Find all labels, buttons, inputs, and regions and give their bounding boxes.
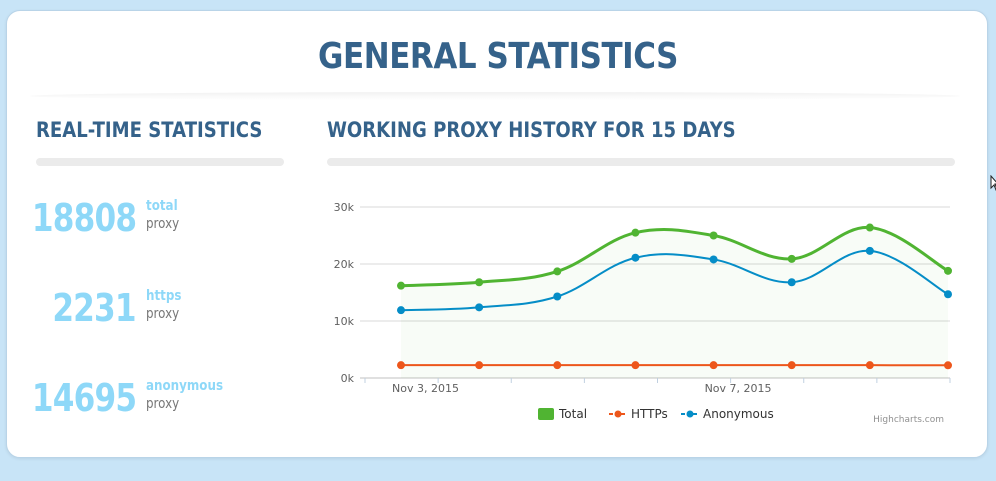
anonymous-line (400, 249, 949, 312)
https-point-4 (709, 361, 718, 370)
statistics-card (6, 10, 988, 458)
y-tick-label: 20k (334, 258, 355, 271)
https-point-1 (475, 361, 484, 370)
stat-https-unit: proxy (146, 306, 180, 322)
mouse-cursor-icon (990, 175, 996, 191)
total-point-2 (553, 267, 562, 276)
anonymous-point-0 (397, 306, 405, 315)
chart-x-axis: Nov 3, 2015 Nov 7, 2015 (364, 378, 951, 395)
stat-total-value: 18808 (31, 196, 137, 240)
stat-anonymous-kind: anonymous (146, 378, 224, 394)
https-point-2 (553, 361, 562, 370)
stat-anonymous-value: 14695 (31, 376, 137, 420)
history-title: WORKING PROXY HISTORY FOR 15 DAYS (327, 118, 736, 142)
total-legend-symbol (538, 408, 554, 420)
page-title: GENERAL STATISTICS (318, 36, 678, 77)
y-tick-label: 0k (341, 372, 355, 385)
https-legend-marker (614, 410, 622, 418)
total-point-4 (709, 231, 718, 240)
stat-https: 2231 https proxy (36, 286, 286, 336)
stat-anonymous: 14695 anonymous proxy (32, 376, 286, 426)
total-point-3 (631, 228, 640, 237)
total-point-0 (397, 281, 405, 290)
anonymous-point-5 (787, 278, 796, 287)
x-tick-label: Nov 3, 2015 (392, 382, 459, 395)
stat-total-unit: proxy (146, 216, 180, 232)
https-point-5 (787, 361, 796, 370)
total-point-7 (944, 266, 952, 275)
x-tick-label: Nov 7, 2015 (705, 382, 772, 395)
https-point-0 (397, 361, 405, 370)
realtime-title: REAL-TIME STATISTICS (36, 118, 263, 142)
chart-series (397, 223, 952, 378)
anonymous-point-7 (944, 290, 952, 299)
chart-gridlines (360, 206, 950, 379)
https-point-7 (944, 361, 952, 370)
stat-total-kind: total (146, 198, 178, 214)
https-point-3 (631, 361, 640, 370)
anonymous-point-1 (475, 303, 484, 312)
https-point-6 (865, 361, 874, 370)
chart-credits[interactable]: Highcharts.com (873, 415, 944, 425)
anonymous-legend-marker (686, 410, 694, 418)
anonymous-point-2 (553, 292, 562, 301)
title-separator (30, 92, 960, 100)
stat-anonymous-unit: proxy (146, 396, 180, 412)
anonymous-point-4 (709, 255, 718, 264)
anonymous-point-6 (865, 246, 874, 255)
y-tick-label: 10k (334, 315, 355, 328)
https-legend-label[interactable]: HTTPs (631, 407, 668, 421)
total-point-1 (475, 278, 484, 287)
chart-y-axis: 0k 10k 20k 30k (334, 201, 355, 385)
proxy-history-chart: 0k 10k 20k 30k Nov 3, 2015 Nov 7, 2015 Total… (334, 201, 952, 425)
history-divider (327, 158, 955, 166)
total-line (400, 226, 949, 288)
y-tick-label: 30k (334, 201, 355, 214)
total-legend-label[interactable]: Total (558, 407, 587, 421)
stat-https-kind: https (146, 288, 182, 304)
total-point-5 (787, 254, 796, 263)
total-area (401, 227, 948, 378)
total-point-6 (865, 223, 874, 232)
anonymous-point-3 (631, 253, 640, 262)
stat-https-value: 2231 (52, 286, 137, 330)
stat-total: 18808 total proxy (32, 196, 286, 246)
realtime-divider (36, 158, 284, 166)
chart-legend[interactable]: Total HTTPs Anonymous (538, 407, 774, 421)
anonymous-legend-label[interactable]: Anonymous (703, 407, 774, 421)
